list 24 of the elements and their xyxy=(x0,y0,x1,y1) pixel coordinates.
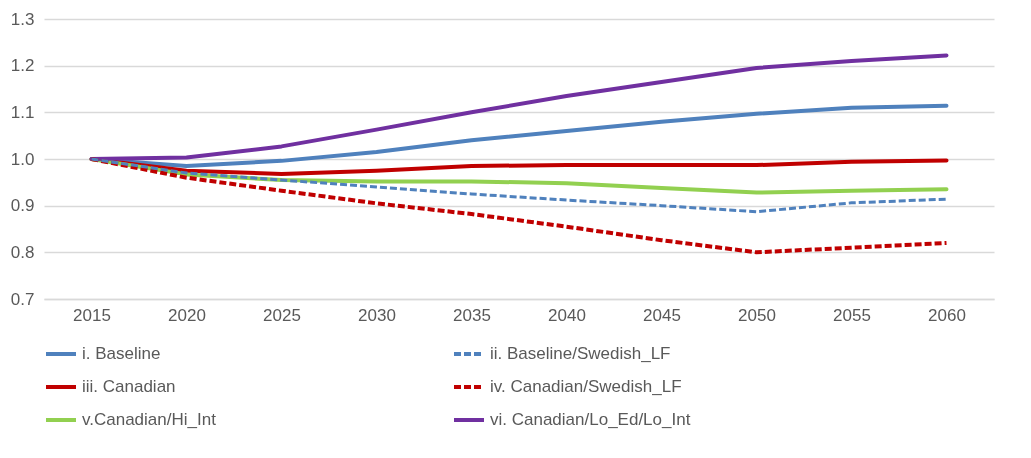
x-tick-label: 2040 xyxy=(548,305,586,325)
y-tick-label: 1.1 xyxy=(10,102,35,122)
line-series xyxy=(89,53,949,161)
x-tick-label: 2035 xyxy=(453,305,491,325)
y-tick-label: 1.0 xyxy=(10,149,35,169)
y-tick-label: 0.9 xyxy=(10,196,35,216)
legend-label: vi. Canadian/Lo_Ed/Lo_Int xyxy=(490,410,691,429)
y-tick-label: 0.8 xyxy=(10,242,35,262)
x-tick-label: 2030 xyxy=(358,305,396,325)
x-tick-label: 2050 xyxy=(738,305,776,325)
legend-label: ii. Baseline/Swedish_LF xyxy=(490,344,671,363)
x-tick-label: 2045 xyxy=(643,305,681,325)
y-tick-label: 1.3 xyxy=(10,9,35,29)
y-tick-label: 0.7 xyxy=(10,289,35,309)
x-tick-label: 2060 xyxy=(928,305,966,325)
x-tick-label: 2015 xyxy=(73,305,111,325)
x-tick-label: 2020 xyxy=(168,305,206,325)
legend-label: iii. Canadian xyxy=(82,377,176,396)
legend-label: i. Baseline xyxy=(82,344,161,363)
x-tick-label: 2055 xyxy=(833,305,871,325)
x-tick-label: 2025 xyxy=(263,305,301,325)
legend-label: iv. Canadian/Swedish_LF xyxy=(490,377,682,396)
y-tick-label: 1.2 xyxy=(10,56,35,76)
legend-label: v.Canadian/Hi_Int xyxy=(82,410,217,429)
